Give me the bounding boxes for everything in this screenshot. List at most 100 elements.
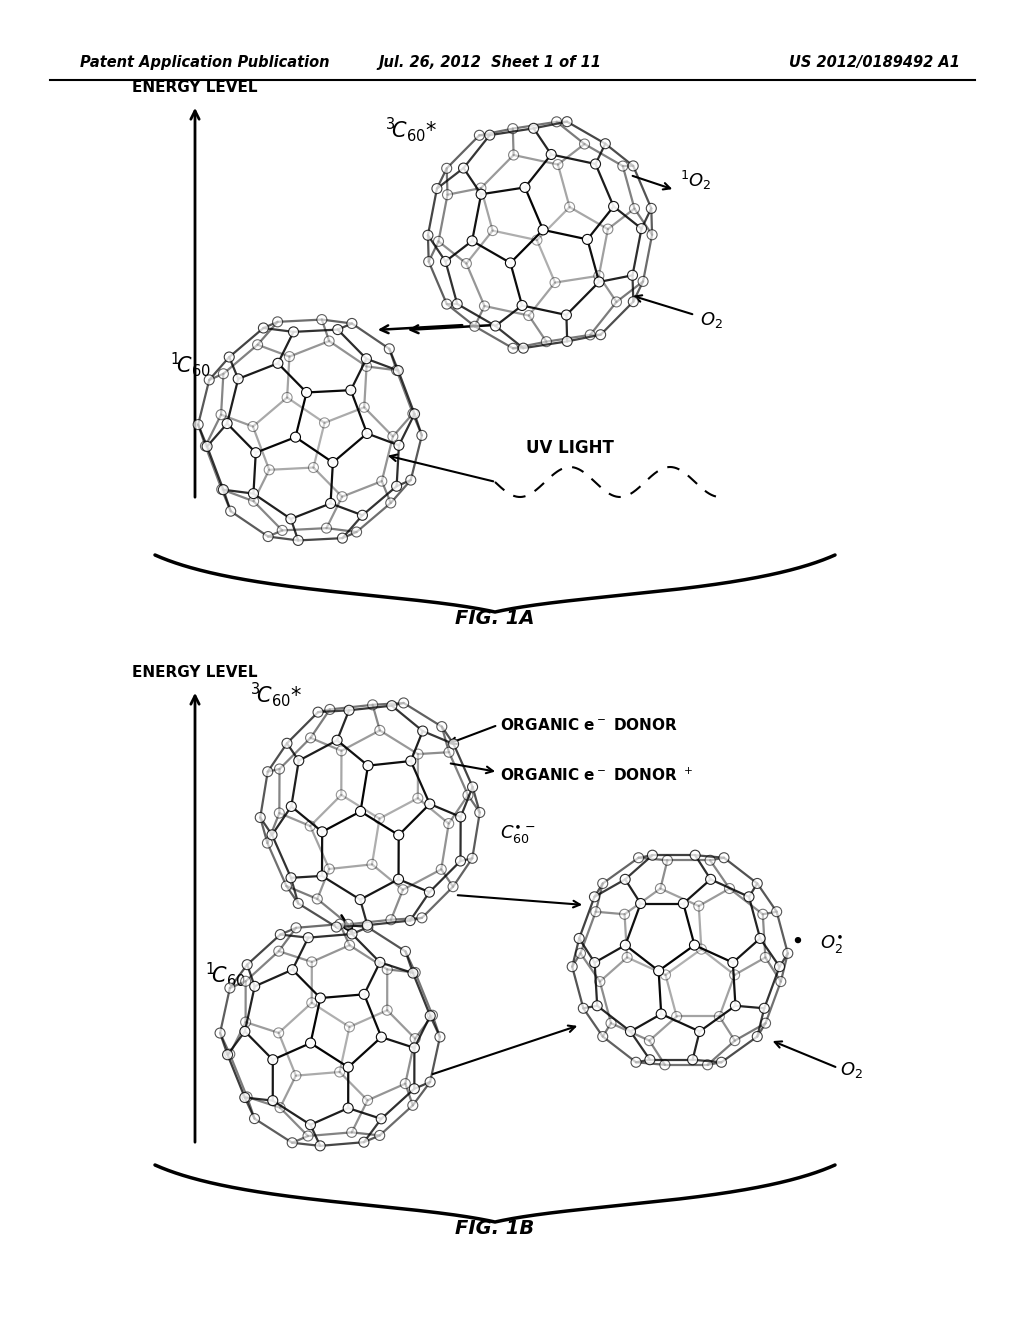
Circle shape <box>528 123 539 133</box>
Circle shape <box>470 321 479 331</box>
Circle shape <box>626 1027 636 1036</box>
Circle shape <box>467 236 477 246</box>
Text: $O_2^{\bullet}$: $O_2^{\bullet}$ <box>820 933 843 956</box>
Circle shape <box>476 189 486 199</box>
Circle shape <box>591 907 601 916</box>
Circle shape <box>201 441 211 451</box>
Circle shape <box>289 327 299 337</box>
Circle shape <box>574 933 584 944</box>
Circle shape <box>274 808 285 818</box>
Circle shape <box>590 892 599 902</box>
Circle shape <box>362 760 373 771</box>
Circle shape <box>362 429 372 438</box>
Circle shape <box>287 1138 297 1148</box>
Circle shape <box>406 756 416 766</box>
Text: $^3\!C_{60}$*: $^3\!C_{60}$* <box>250 680 302 709</box>
Circle shape <box>326 499 336 508</box>
Circle shape <box>638 276 648 286</box>
Text: ENERGY LEVEL: ENERGY LEVEL <box>132 665 258 680</box>
Circle shape <box>449 739 459 748</box>
Circle shape <box>357 511 368 520</box>
Circle shape <box>449 882 458 892</box>
Circle shape <box>628 161 638 170</box>
Circle shape <box>606 1018 616 1028</box>
Circle shape <box>579 1003 589 1014</box>
Circle shape <box>274 764 285 774</box>
Circle shape <box>377 1032 386 1041</box>
Circle shape <box>242 1092 252 1102</box>
Circle shape <box>346 385 355 395</box>
Circle shape <box>435 1032 445 1041</box>
Circle shape <box>375 813 384 824</box>
Circle shape <box>343 1104 353 1113</box>
Circle shape <box>598 1031 607 1041</box>
Circle shape <box>253 339 262 350</box>
Circle shape <box>225 1049 234 1059</box>
Circle shape <box>393 874 403 884</box>
Circle shape <box>659 1060 670 1069</box>
Circle shape <box>315 993 326 1003</box>
Text: $O_2$: $O_2$ <box>840 1060 863 1080</box>
Circle shape <box>758 909 768 919</box>
Circle shape <box>476 183 486 193</box>
Circle shape <box>282 880 292 891</box>
Circle shape <box>386 498 395 508</box>
Circle shape <box>411 1034 420 1044</box>
Text: US 2012/0189492 A1: US 2012/0189492 A1 <box>790 54 961 70</box>
Circle shape <box>408 968 418 978</box>
Circle shape <box>263 767 272 776</box>
Circle shape <box>518 343 528 354</box>
Circle shape <box>463 791 473 800</box>
Circle shape <box>291 1071 301 1081</box>
Circle shape <box>475 808 484 817</box>
Circle shape <box>678 899 688 908</box>
Circle shape <box>303 933 313 942</box>
Circle shape <box>243 960 252 970</box>
Circle shape <box>517 301 527 310</box>
Circle shape <box>594 277 604 286</box>
Circle shape <box>598 878 607 888</box>
Circle shape <box>317 871 327 880</box>
Circle shape <box>215 1028 225 1038</box>
Circle shape <box>315 1140 326 1151</box>
Circle shape <box>564 202 574 213</box>
Circle shape <box>317 826 328 837</box>
Circle shape <box>398 698 409 708</box>
Circle shape <box>288 965 297 974</box>
Circle shape <box>305 733 315 743</box>
Circle shape <box>580 139 590 149</box>
Circle shape <box>332 735 342 746</box>
Circle shape <box>384 343 394 354</box>
Circle shape <box>400 946 411 957</box>
Circle shape <box>240 1093 250 1102</box>
Circle shape <box>427 1010 437 1020</box>
Circle shape <box>623 953 632 962</box>
Circle shape <box>347 929 357 939</box>
Circle shape <box>425 1011 435 1020</box>
Circle shape <box>542 337 551 347</box>
Circle shape <box>647 850 657 861</box>
Circle shape <box>388 432 398 441</box>
Circle shape <box>663 855 673 866</box>
Circle shape <box>332 923 341 932</box>
Circle shape <box>375 726 385 735</box>
Circle shape <box>637 223 646 234</box>
Circle shape <box>552 117 561 127</box>
Text: $C_{60}^{\bullet -}$: $C_{60}^{\bullet -}$ <box>500 824 536 846</box>
Circle shape <box>391 366 401 375</box>
Circle shape <box>524 310 534 321</box>
Circle shape <box>225 983 234 993</box>
Circle shape <box>308 462 318 473</box>
Circle shape <box>417 913 427 923</box>
Circle shape <box>646 203 656 214</box>
Circle shape <box>249 496 259 507</box>
Circle shape <box>437 722 446 731</box>
Circle shape <box>224 352 234 362</box>
Circle shape <box>550 277 560 288</box>
Circle shape <box>361 354 372 364</box>
Circle shape <box>275 1102 285 1113</box>
Circle shape <box>347 318 357 329</box>
Circle shape <box>218 368 228 379</box>
Circle shape <box>233 374 243 384</box>
Circle shape <box>694 1027 705 1036</box>
